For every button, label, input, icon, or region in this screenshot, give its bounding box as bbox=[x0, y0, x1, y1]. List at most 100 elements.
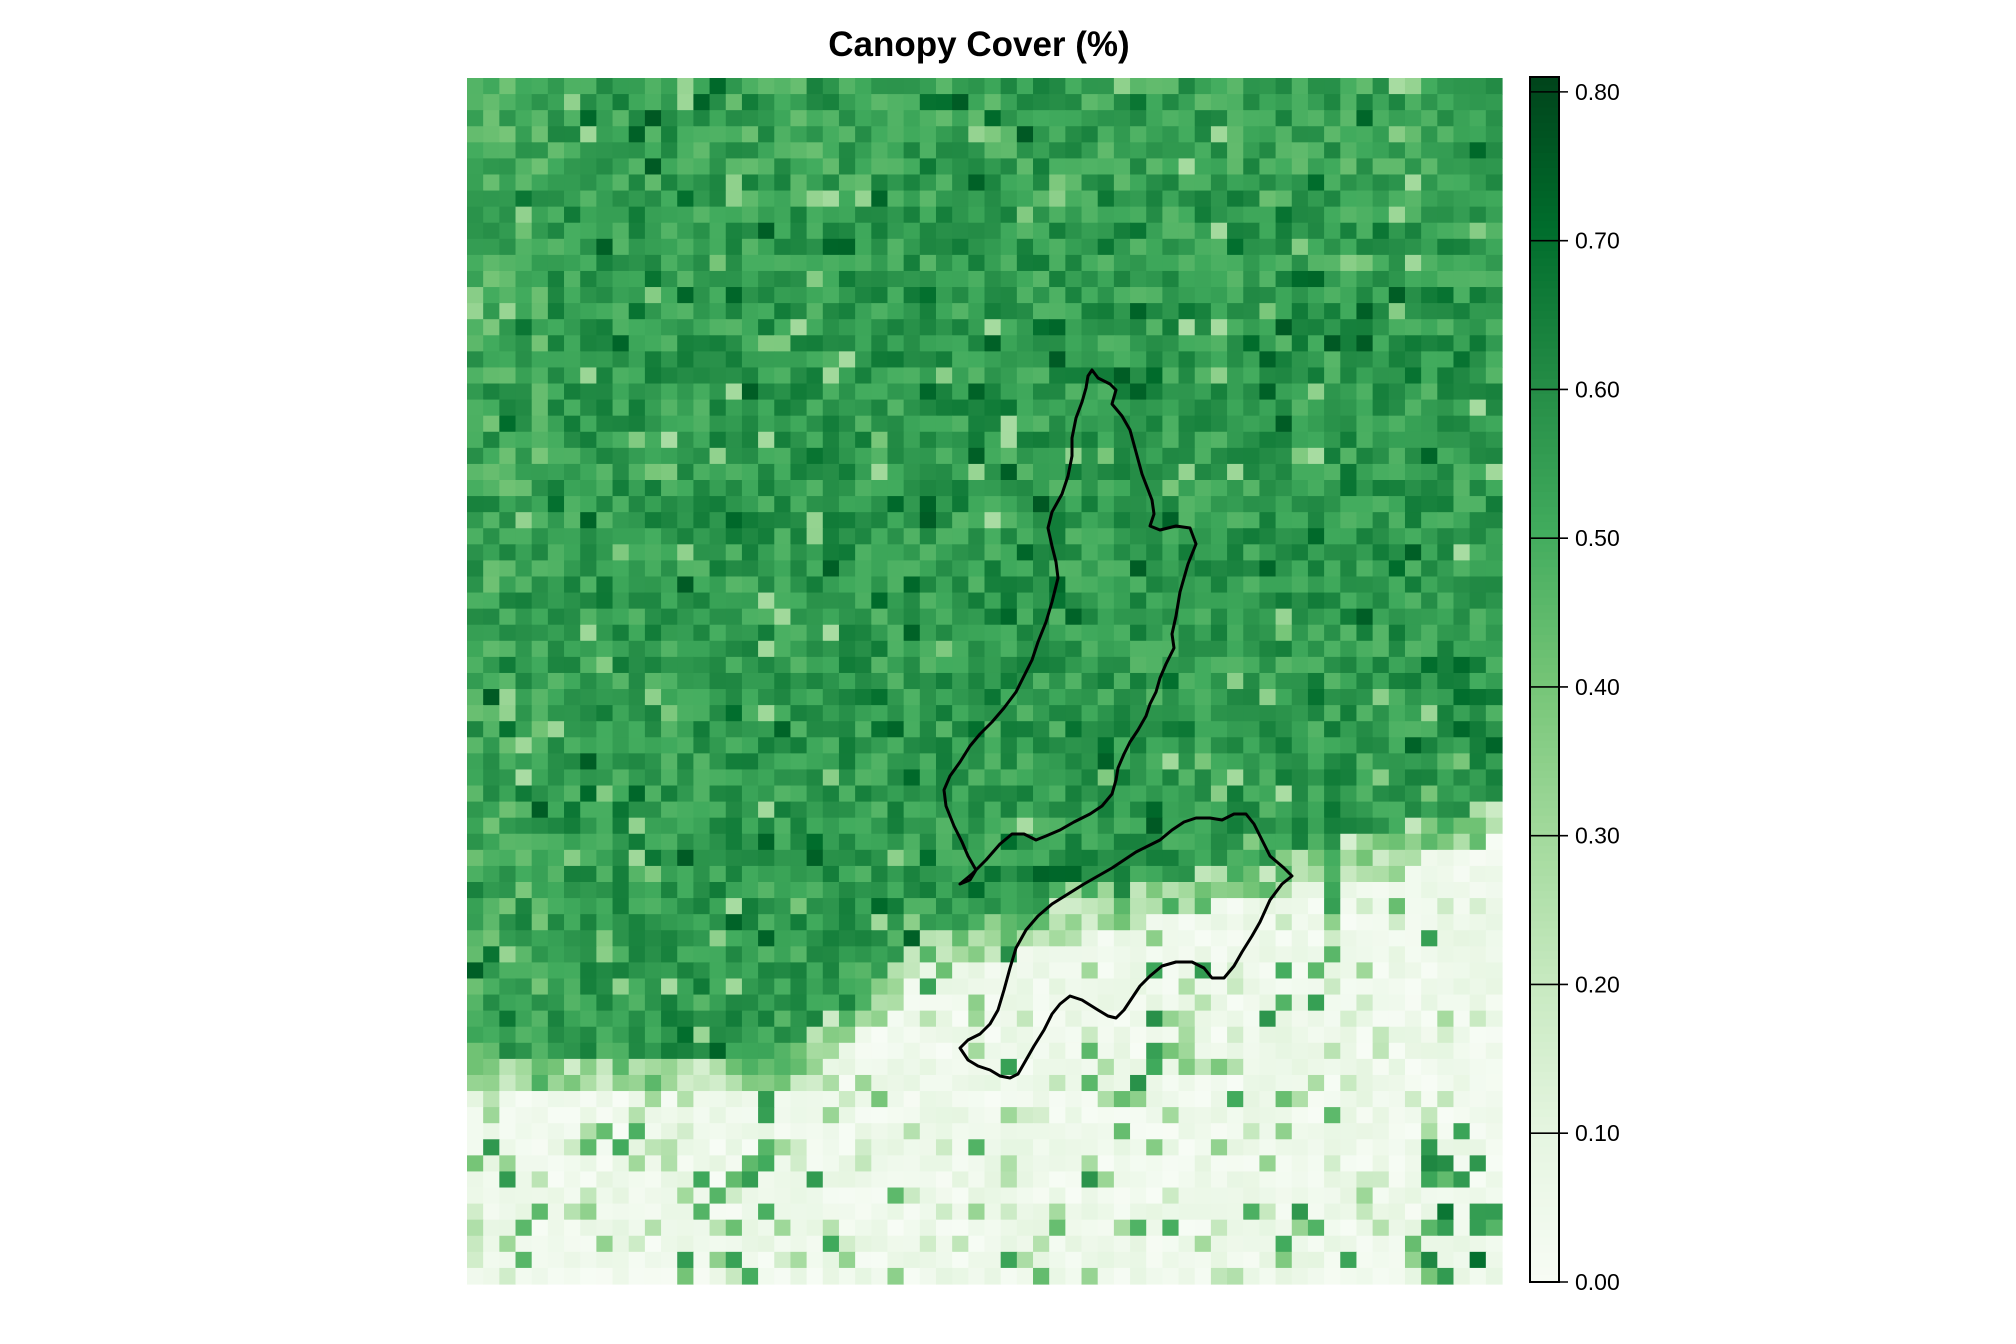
heatmap-cell bbox=[1404, 721, 1422, 738]
heatmap-cell bbox=[1469, 142, 1487, 159]
heatmap-cell bbox=[741, 1155, 759, 1173]
heatmap-cell bbox=[499, 865, 517, 883]
heatmap-cell bbox=[741, 1219, 759, 1237]
heatmap-cell bbox=[935, 576, 953, 594]
heatmap-cell bbox=[693, 399, 711, 417]
heatmap-cell bbox=[1485, 1251, 1503, 1269]
heatmap-cell bbox=[547, 1107, 565, 1124]
heatmap-cell bbox=[758, 431, 775, 449]
heatmap-cell bbox=[741, 1058, 759, 1076]
heatmap-cell bbox=[499, 463, 517, 481]
heatmap-cell bbox=[547, 1203, 565, 1221]
heatmap-cell bbox=[628, 721, 646, 738]
heatmap-cell bbox=[1130, 1267, 1147, 1285]
heatmap-cell bbox=[790, 914, 808, 931]
heatmap-cell bbox=[1194, 785, 1212, 803]
heatmap-cell bbox=[580, 496, 597, 513]
heatmap-cell bbox=[644, 930, 662, 947]
heatmap-cell bbox=[661, 962, 678, 980]
heatmap-cell bbox=[564, 1123, 581, 1140]
heatmap-cell bbox=[935, 287, 953, 304]
heatmap-cell bbox=[1033, 431, 1050, 449]
heatmap-cell bbox=[580, 737, 597, 754]
heatmap-cell bbox=[1324, 190, 1341, 208]
heatmap-cell bbox=[1307, 978, 1325, 996]
heatmap-cell bbox=[1178, 1091, 1196, 1108]
heatmap-cell bbox=[547, 1010, 565, 1028]
heatmap-cell bbox=[1178, 190, 1196, 208]
heatmap-cell bbox=[1275, 399, 1293, 417]
heatmap-cell bbox=[1162, 882, 1180, 899]
heatmap-cell bbox=[1097, 592, 1115, 610]
heatmap-cell bbox=[968, 801, 986, 819]
heatmap-cell bbox=[725, 737, 743, 754]
heatmap-cell bbox=[531, 672, 549, 690]
heatmap-cell bbox=[822, 1123, 840, 1140]
heatmap-cell bbox=[1210, 528, 1228, 545]
heatmap-cell bbox=[1033, 560, 1050, 578]
heatmap-cell bbox=[547, 994, 565, 1012]
study-area-outlines bbox=[942, 368, 1294, 1080]
heatmap-cell bbox=[1130, 833, 1147, 851]
heatmap-cell bbox=[1275, 447, 1293, 465]
heatmap-cell bbox=[822, 1267, 840, 1285]
heatmap-cell bbox=[774, 287, 792, 304]
heatmap-cell bbox=[1388, 399, 1406, 417]
heatmap-cell bbox=[515, 672, 533, 690]
heatmap-cell bbox=[1372, 222, 1390, 240]
heatmap-cell bbox=[984, 656, 1002, 674]
heatmap-cell bbox=[1469, 801, 1487, 819]
heatmap-cell bbox=[1194, 705, 1212, 722]
heatmap-cell bbox=[903, 608, 921, 626]
legend-color-step bbox=[1530, 1221, 1559, 1230]
heatmap-cell bbox=[1065, 528, 1083, 545]
heatmap-cell bbox=[1437, 222, 1455, 240]
heatmap-cell bbox=[547, 238, 565, 256]
heatmap-cell bbox=[1146, 801, 1163, 819]
heatmap-cell bbox=[935, 930, 953, 947]
heatmap-cell bbox=[499, 431, 517, 449]
raster-heatmap bbox=[467, 78, 1503, 1285]
heatmap-cell bbox=[903, 672, 921, 690]
heatmap-cell bbox=[741, 206, 759, 224]
heatmap-cell bbox=[661, 1187, 678, 1205]
heatmap-cell bbox=[919, 126, 937, 143]
heatmap-cell bbox=[1033, 769, 1050, 787]
heatmap-cell bbox=[1049, 608, 1066, 626]
legend-color-step bbox=[1530, 943, 1559, 952]
heatmap-cell bbox=[580, 1251, 597, 1269]
heatmap-cell bbox=[1437, 721, 1455, 738]
heatmap-cell bbox=[1210, 898, 1228, 915]
heatmap-cell bbox=[855, 753, 872, 771]
heatmap-cell bbox=[855, 1203, 872, 1221]
heatmap-cell bbox=[1000, 190, 1018, 208]
heatmap-cell bbox=[612, 158, 630, 176]
heatmap-cell bbox=[871, 672, 889, 690]
heatmap-cell bbox=[1485, 190, 1503, 208]
heatmap-cell bbox=[952, 480, 969, 497]
heatmap-cell bbox=[871, 126, 889, 143]
heatmap-cell bbox=[1453, 463, 1471, 481]
heatmap-cell bbox=[709, 383, 727, 401]
heatmap-cell bbox=[677, 946, 694, 963]
heatmap-cell bbox=[1437, 528, 1455, 545]
heatmap-cell bbox=[1437, 898, 1455, 915]
heatmap-cell bbox=[693, 737, 711, 754]
heatmap-cell bbox=[1113, 624, 1131, 642]
heatmap-cell bbox=[1421, 319, 1438, 336]
heatmap-cell bbox=[871, 287, 889, 304]
heatmap-cell bbox=[1033, 656, 1050, 674]
heatmap-cell bbox=[1437, 480, 1455, 497]
legend-color-step bbox=[1530, 739, 1559, 748]
heatmap-cell bbox=[1307, 496, 1325, 513]
heatmap-cell bbox=[1016, 190, 1034, 208]
heatmap-cell bbox=[564, 415, 581, 433]
heatmap-cell bbox=[644, 1026, 662, 1044]
heatmap-cell bbox=[1016, 930, 1034, 947]
heatmap-cell bbox=[1437, 142, 1455, 159]
heatmap-cell bbox=[693, 1026, 711, 1044]
heatmap-cell bbox=[1210, 656, 1228, 674]
legend-color-step bbox=[1530, 483, 1559, 492]
heatmap-cell bbox=[644, 544, 662, 561]
heatmap-cell bbox=[499, 190, 517, 208]
